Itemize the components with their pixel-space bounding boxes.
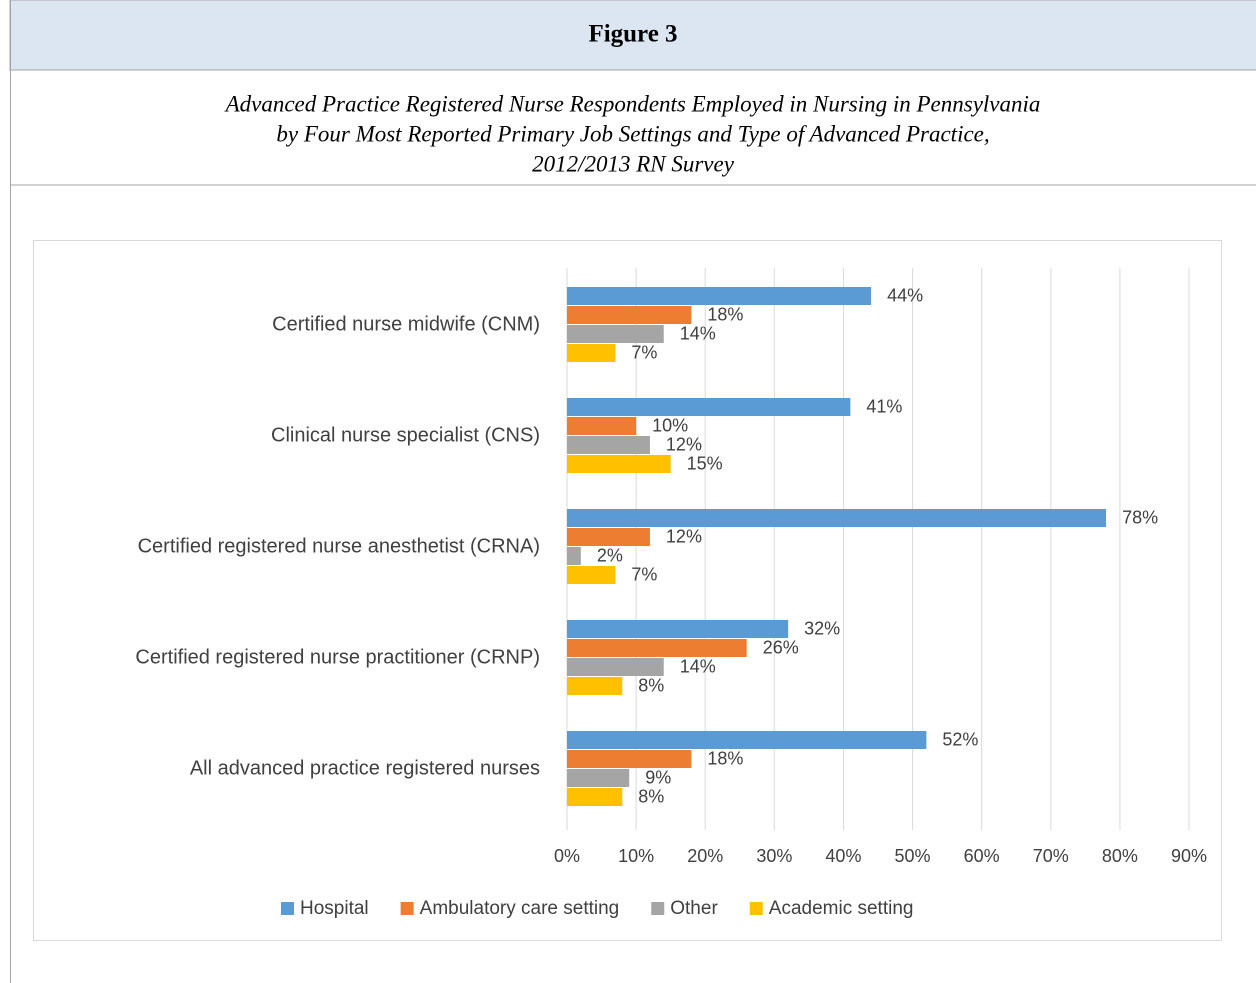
data-label: 41%: [866, 396, 902, 416]
data-label: 32%: [804, 618, 840, 638]
x-tick-label: 10%: [618, 846, 654, 866]
data-label: 14%: [680, 323, 716, 343]
bar: [567, 306, 692, 324]
x-tick-label: 80%: [1102, 846, 1138, 866]
x-tick-label: 20%: [687, 846, 723, 866]
data-label: 18%: [707, 748, 743, 768]
data-label: 44%: [887, 285, 923, 305]
x-tick-label: 50%: [895, 846, 931, 866]
legend-swatch: [281, 902, 294, 915]
x-tick-label: 60%: [964, 846, 1000, 866]
chart-subtitle: 2012/2013 RN Survey: [532, 151, 735, 176]
bar: [567, 344, 616, 362]
bar: [567, 566, 616, 584]
header-band: [9, 0, 1256, 71]
bar: [567, 509, 1107, 527]
bar: [567, 547, 581, 565]
chart-title: Figure 3: [588, 21, 677, 48]
bar: [567, 750, 692, 768]
data-label: 14%: [680, 656, 716, 676]
x-tick-label: 30%: [756, 846, 792, 866]
data-label: 18%: [707, 304, 743, 324]
data-label: 10%: [652, 415, 688, 435]
bar: [567, 677, 623, 695]
data-label: 8%: [638, 786, 664, 806]
data-label: 26%: [763, 637, 799, 657]
data-label: 7%: [631, 342, 657, 362]
x-tick-label: 40%: [825, 846, 861, 866]
data-label: 9%: [645, 767, 671, 787]
bar: [567, 731, 927, 749]
legend-swatch: [749, 902, 763, 915]
chart-box: [33, 240, 1222, 941]
bar: [567, 455, 671, 473]
x-tick-label: 90%: [1171, 846, 1207, 866]
legend-label: Other: [670, 898, 718, 919]
data-label: 78%: [1122, 507, 1158, 527]
legend-swatch: [400, 902, 414, 915]
legend-label: Ambulatory care setting: [420, 898, 620, 919]
y-tick-label: Certified registered nurse anesthetist (…: [138, 535, 540, 557]
y-tick-label: Certified registered nurse practitioner …: [135, 646, 540, 668]
y-tick-label: All advanced practice registered nurses: [190, 757, 540, 779]
data-label: 52%: [942, 729, 978, 749]
bar: [567, 325, 664, 343]
x-tick-label: 0%: [554, 846, 580, 866]
bar: [567, 658, 664, 676]
bar: [567, 417, 637, 435]
y-tick-label: Clinical nurse specialist (CNS): [271, 424, 540, 446]
data-label: 15%: [687, 453, 723, 473]
data-label: 2%: [597, 545, 623, 565]
bar: [567, 528, 650, 546]
bar: [567, 769, 630, 787]
bar: [567, 398, 851, 416]
data-label: 8%: [638, 675, 664, 695]
bar: [567, 436, 650, 454]
bar: [567, 287, 872, 305]
legend-label: Hospital: [300, 898, 369, 919]
bar: [567, 788, 623, 806]
x-tick-label: 70%: [1033, 846, 1069, 866]
y-tick-label: Certified nurse midwife (CNM): [272, 313, 540, 335]
data-label: 7%: [631, 564, 657, 584]
bar: [567, 620, 789, 638]
chart-subtitle: Advanced Practice Registered Nurse Respo…: [224, 91, 1041, 116]
data-label: 12%: [666, 434, 702, 454]
bar: [567, 639, 747, 657]
chart-subtitle: by Four Most Reported Primary Job Settin…: [276, 121, 989, 146]
data-label: 12%: [666, 526, 702, 546]
legend-swatch: [651, 902, 665, 915]
legend-label: Academic setting: [769, 898, 914, 919]
